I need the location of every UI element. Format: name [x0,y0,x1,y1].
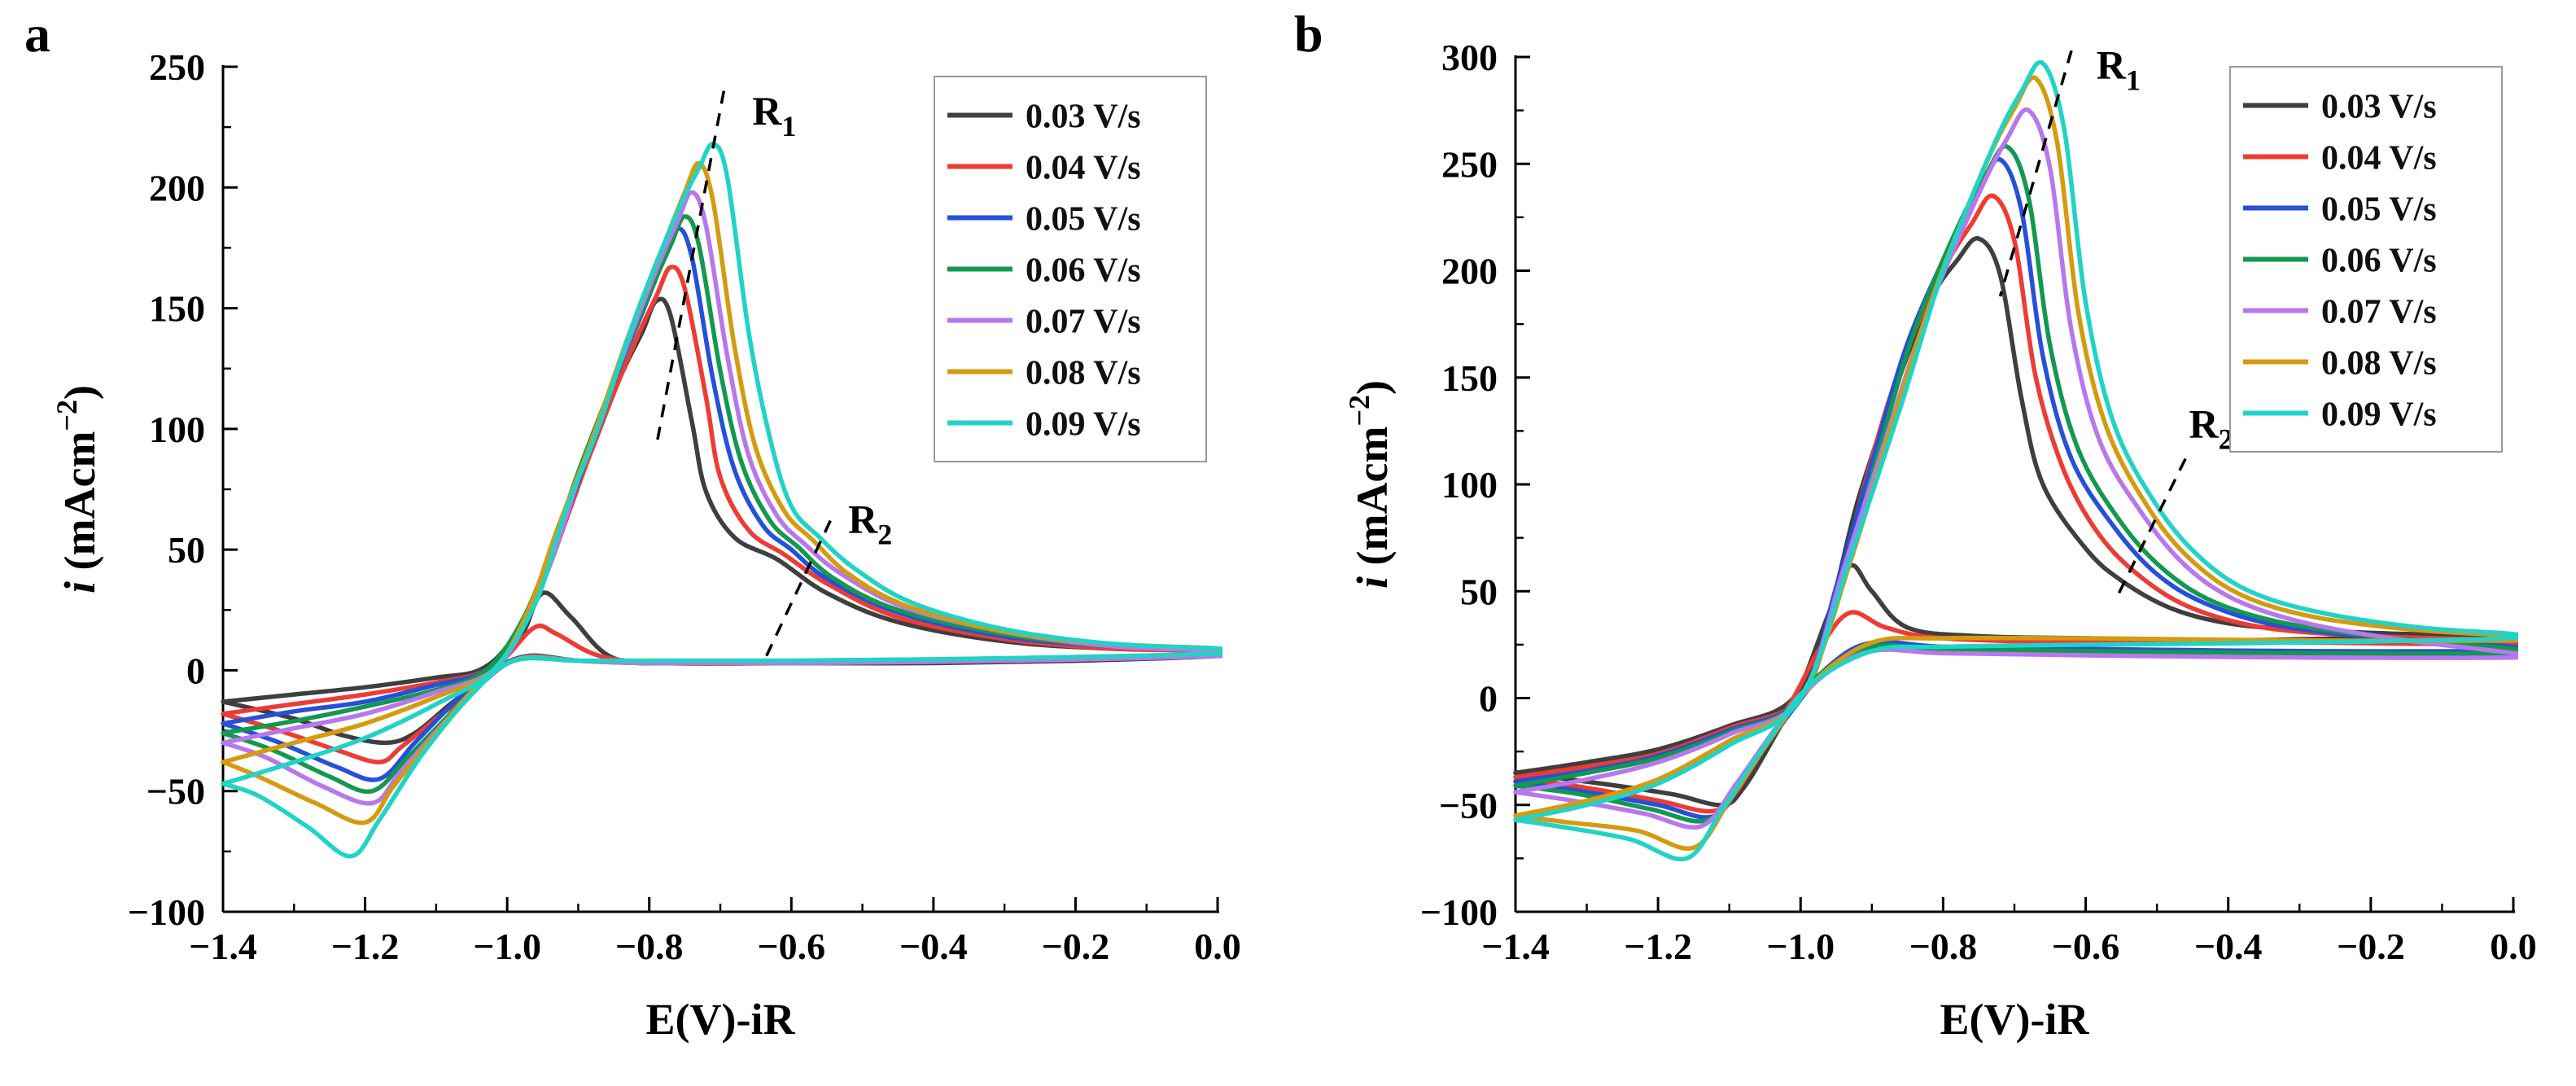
x-tick-label: −0.8 [615,926,684,967]
legend-label: 0.08 V/s [2321,345,2437,383]
r1-label: R1 [2097,42,2141,96]
legend-label: 0.06 V/s [2321,243,2437,280]
legend-label: 0.06 V/s [1026,252,1141,290]
cv-chart-a: −1.4 −1.2 −1.0 −0.8 −0.6 −0.4 −0.2 0.0 −100 −50 0 5… [34,15,1253,1073]
cv-curves [1513,59,2518,862]
legend-item: 0.04 V/s [2243,140,2437,177]
cv-plot-svg: −1.4 −1.2 −1.0 −0.8 −0.6 −0.4 −0.2 0.0 −100 −50 0 5… [50,46,1241,1044]
tick-marks [1514,55,2515,913]
y-tick-label: −50 [147,771,205,812]
cv-curve-0.09-V-s [1513,59,2518,862]
legend-item: 0.05 V/s [2243,191,2437,229]
x-axis-title: E(V)-iR [1940,995,2090,1044]
legend-item: 0.04 V/s [947,150,1141,187]
legend-label: 0.09 V/s [2321,396,2437,434]
x-tick-label: −1.4 [1481,926,1550,967]
legend-label: 0.09 V/s [1026,406,1141,444]
x-tick-label: −1.2 [331,926,400,967]
x-tick-label: −1.2 [1624,926,1692,967]
x-tick-label: −0.6 [757,926,825,967]
panel-a-label: a [24,5,50,63]
x-tick-label: −1.4 [189,926,257,967]
tick-labels: −1.4 −1.2 −1.0 −0.8 −0.6 −0.4 −0.2 0.0 −100 −50 0 5… [1420,37,2537,967]
r1-label: R1 [752,88,796,142]
legend-label: 0.07 V/s [2321,294,2437,331]
legend: 0.03 V/s 0.04 V/s 0.05 V/s 0.06 V/s 0.07 V/s… [2229,66,2503,453]
y-tick-label: 50 [1460,571,1498,612]
y-tick-label: 200 [1441,251,1498,292]
y-tick-label: 100 [1441,464,1498,506]
y-tick-label: 250 [149,46,205,88]
annotation-lines [1998,50,2187,597]
y-axis-title: i (mAcm−2) [50,385,104,593]
legend-item: 0.03 V/s [947,99,1141,136]
legend: 0.03 V/s 0.04 V/s 0.05 V/s 0.06 V/s 0.07 V/s… [934,76,1207,462]
legend-item: 0.03 V/s [2243,89,2437,126]
y-tick-label: 0 [186,650,205,691]
y-tick-label: −100 [1420,891,1498,933]
annotation-lines [654,90,832,657]
legend-item: 0.08 V/s [947,355,1141,392]
legend-label: 0.04 V/s [2321,140,2437,177]
legend-label: 0.05 V/s [1026,201,1141,239]
x-tick-label: −0.4 [899,926,968,967]
tick-labels: −1.4 −1.2 −1.0 −0.8 −0.6 −0.4 −0.2 0.0 −100 −50 0 5… [128,46,1241,967]
x-tick-label: 0.0 [2490,926,2537,967]
legend-item: 0.09 V/s [2243,396,2437,434]
x-tick-label: −0.2 [2337,926,2405,967]
x-tick-label: −1.0 [473,926,541,967]
legend-item: 0.09 V/s [947,406,1141,444]
x-tick-label: −0.8 [1909,926,1978,967]
legend-item: 0.06 V/s [2243,243,2437,280]
x-tick-label: −0.6 [2052,926,2120,967]
legend-label: 0.03 V/s [1026,99,1141,136]
x-axis-title: E(V)-iR [646,995,796,1044]
y-tick-label: 0 [1479,678,1498,720]
r2-dashed-line [765,519,832,657]
r2-label: R2 [2189,401,2233,455]
cv-chart-b: −1.4 −1.2 −1.0 −0.8 −0.6 −0.4 −0.2 0.0 −100 −50 0 5… [1314,15,2549,1073]
y-tick-label: 200 [149,167,205,208]
r1-dashed-line [654,90,726,446]
r2-label: R2 [848,496,892,550]
legend-item: 0.08 V/s [2243,345,2437,383]
x-tick-label: 0.0 [1194,926,1241,967]
legend-label: 0.07 V/s [1026,304,1141,341]
cv-plot-svg: −1.4 −1.2 −1.0 −0.8 −0.6 −0.4 −0.2 0.0 −100 −50 0 5… [1343,37,2537,1044]
y-tick-label: 300 [1441,37,1498,78]
legend-item: 0.05 V/s [947,201,1141,239]
y-tick-label: −100 [128,891,205,933]
r2-dashed-line [2116,458,2187,597]
tick-marks [221,65,1219,913]
cv-curve-0.09-V-s [221,142,1222,859]
y-tick-label: −50 [1439,785,1498,826]
legend-label: 0.04 V/s [1026,150,1141,187]
y-tick-label: 250 [1441,143,1498,185]
legend-item: 0.07 V/s [947,304,1141,341]
x-tick-label: −0.4 [2194,926,2263,967]
y-tick-label: 50 [168,529,205,571]
x-tick-label: −1.0 [1766,926,1835,967]
y-tick-label: 150 [149,288,205,330]
y-tick-label: 150 [1441,357,1498,399]
panel-b-label: b [1294,5,1323,63]
legend-label: 0.05 V/s [2321,191,2437,229]
x-tick-label: −0.2 [1042,926,1110,967]
legend-label: 0.08 V/s [1026,355,1141,392]
legend-label: 0.03 V/s [2321,89,2437,126]
cv-curves [221,142,1222,859]
y-axis-title: i (mAcm−2) [1343,380,1397,589]
r1-dashed-line [1998,50,2073,297]
legend-item: 0.07 V/s [2243,294,2437,331]
legend-item: 0.06 V/s [947,252,1141,290]
y-tick-label: 100 [149,409,205,450]
